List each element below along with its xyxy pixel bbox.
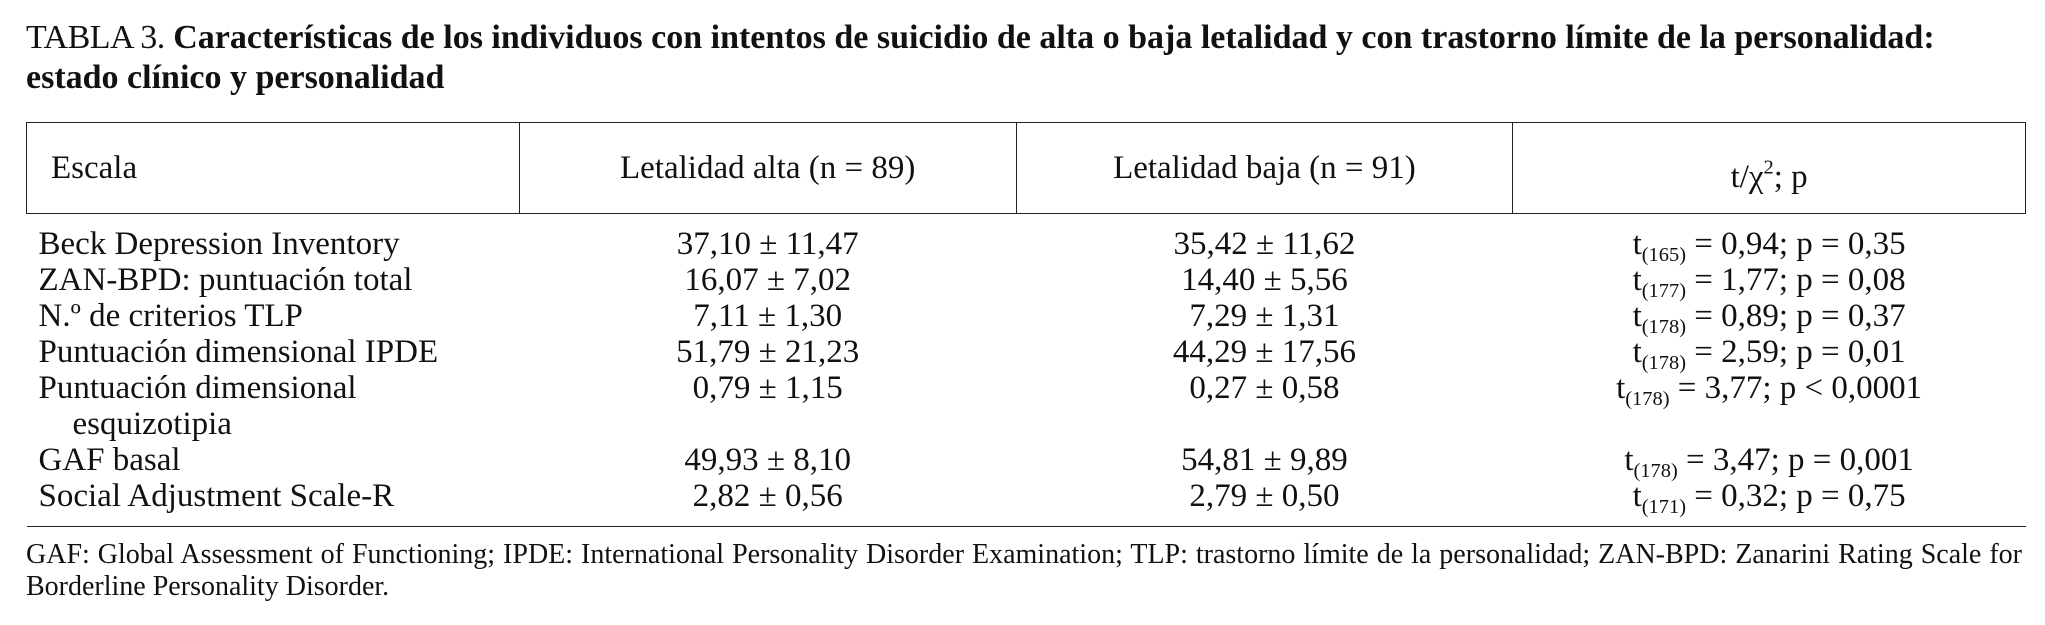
cell-low-lethality: 2,79 ± 0,50 [1189,478,1340,514]
results-table: Escala Letalidad alta (n = 89) Letalidad… [26,122,2026,527]
header-scale: Escala [26,122,520,214]
cell-scale: Social Adjustment Scale-R [38,478,395,514]
cell-low-lethality: 7,29 ± 1,31 [1189,298,1340,334]
cell-scale: ZAN-BPD: puntuación total [38,262,413,298]
cell-scale: N.º de criterios TLP [38,298,303,334]
cell-scale: Puntuación dimensional IPDE [38,334,439,370]
table-row: Beck Depression Inventory 37,10 ± 11,47 35… [27,214,2026,267]
cell-high-lethality: 16,07 ± 7,02 [684,262,851,298]
cell-scale: Puntuación dimensional esquizotipia [38,370,357,442]
table-row: ZAN-BPD: puntuación total 16,07 ± 7,02 14,… [27,262,2026,303]
cell-high-lethality: 2,82 ± 0,56 [692,478,843,514]
table-header-row: Escala Letalidad alta (n = 89) Letalidad… [26,122,2026,214]
cell-high-lethality: 0,79 ± 1,15 [692,370,843,406]
header-statistic: t/χ2; p [1512,122,2026,214]
cell-high-lethality: 37,10 ± 11,47 [676,226,859,262]
cell-statistic: t(171) = 0,32; p = 0,75 [1632,478,1906,519]
cell-low-lethality: 14,40 ± 5,56 [1181,262,1348,298]
header-high-lethality: Letalidad alta (n = 89) [518,122,1017,214]
cell-low-lethality: 0,27 ± 0,58 [1189,370,1340,406]
cell-high-lethality: 7,11 ± 1,30 [693,298,843,334]
document-page: TABLA 3. Características de los individu… [26,18,2026,603]
cell-high-lethality: 51,79 ± 21,23 [676,334,860,370]
cell-low-lethality: 35,42 ± 11,62 [1173,226,1356,262]
table-row: Puntuación dimensional IPDE 51,79 ± 21,23… [27,334,2026,375]
table-row: Puntuación dimensional esquizotipia 0,79 ±… [27,370,2026,442]
table-row: N.º de criterios TLP 7,11 ± 1,30 7,29 ± 1,… [27,298,2026,339]
cell-statistic: t(178) = 3,77; p < 0,0001 [1616,370,1923,411]
cell-scale: Beck Depression Inventory [38,226,400,262]
table-body: Beck Depression Inventory 37,10 ± 11,47 35… [26,214,2026,527]
table-number: TABLA 3. [26,19,165,56]
cell-statistic: t(178) = 0,89; p = 0,37 [1632,298,1906,339]
cell-low-lethality: 54,81 ± 9,89 [1181,442,1348,478]
cell-statistic: t(177) = 1,77; p = 0,08 [1632,262,1906,303]
table-row: Social Adjustment Scale-R 2,82 ± 0,56 2,79… [27,478,2026,527]
cell-scale: GAF basal [38,442,181,478]
table-caption: TABLA 3. Características de los individu… [26,18,2024,98]
cell-high-lethality: 49,93 ± 8,10 [684,442,851,478]
header-low-lethality: Letalidad baja (n = 91) [1015,122,1514,214]
table-row: GAF basal 49,93 ± 8,10 54,81 ± 9,89 t(178) … [27,442,2026,483]
cell-statistic: t(165) = 0,94; p = 0,35 [1632,226,1906,267]
table-footnote: GAF: Global Assessment of Functioning; I… [26,539,2022,602]
cell-low-lethality: 44,29 ± 17,56 [1172,334,1356,370]
cell-statistic: t(178) = 2,59; p = 0,01 [1632,334,1906,375]
table-title: Características de los individuos con in… [26,19,1935,96]
cell-statistic: t(178) = 3,47; p = 0,001 [1624,442,1914,483]
